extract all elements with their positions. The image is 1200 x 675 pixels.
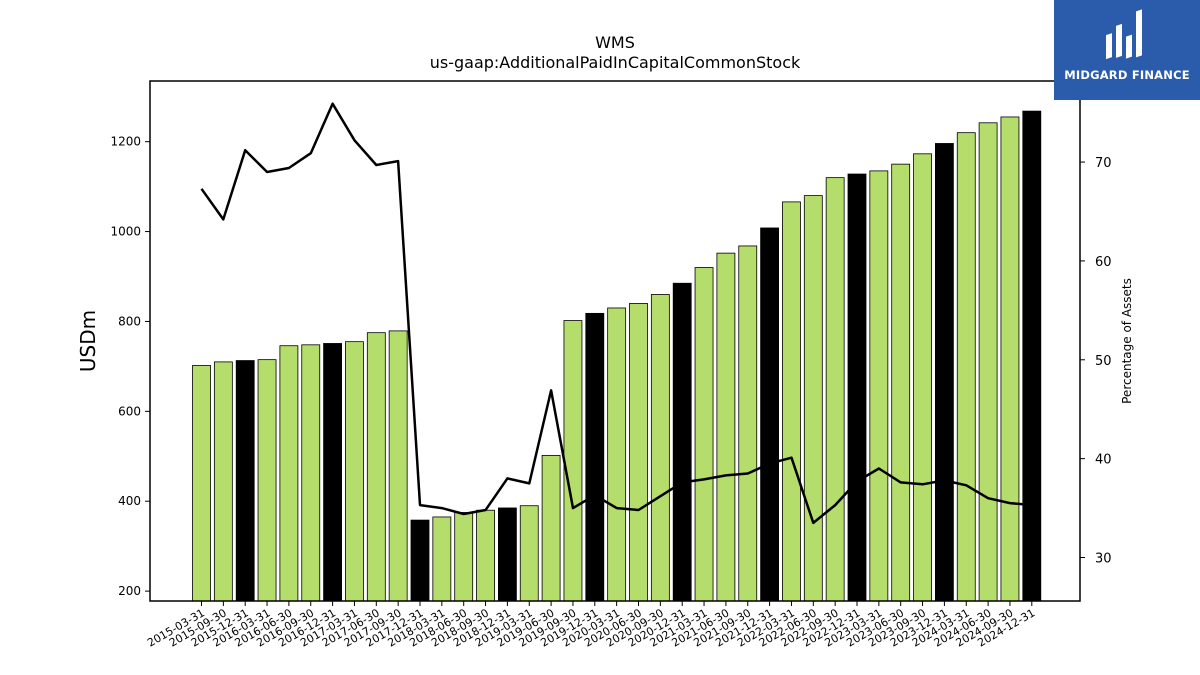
y-tick-label: 400 — [118, 494, 141, 508]
bar — [410, 519, 430, 602]
bar — [235, 360, 255, 602]
bar — [213, 361, 233, 602]
right-axis: 30 40 50 60 70 — [1080, 156, 1112, 567]
y-axis-label: USDm — [76, 310, 100, 372]
bar — [672, 282, 692, 602]
bar — [716, 252, 736, 602]
bar — [956, 132, 976, 602]
bar — [1000, 116, 1020, 602]
bar — [825, 177, 845, 602]
bar — [629, 303, 648, 602]
bar — [738, 245, 758, 602]
y-tick-label: 200 — [118, 584, 141, 598]
bar — [454, 512, 474, 602]
percentage-line — [200, 102, 1032, 525]
bar — [803, 195, 823, 602]
bar-series — [192, 110, 1042, 602]
bar — [913, 153, 932, 602]
bar — [869, 170, 889, 602]
bar — [301, 344, 321, 602]
bar — [935, 143, 954, 602]
y2-tick-label: 60 — [1095, 255, 1112, 270]
logo-mark-icon — [1106, 9, 1142, 60]
line-series — [200, 102, 1032, 525]
plot-frame — [149, 80, 1081, 602]
left-axis: 200 400 600 800 1000 1200 — [110, 135, 150, 598]
bar — [257, 359, 277, 602]
bar — [782, 201, 801, 602]
bar — [607, 307, 627, 602]
bar — [345, 341, 364, 602]
bar — [541, 454, 561, 602]
bar — [388, 330, 408, 602]
bar — [323, 343, 343, 602]
y2-tick-label: 70 — [1095, 156, 1112, 171]
bar — [891, 163, 911, 602]
bar — [476, 509, 495, 602]
bar — [1022, 110, 1042, 602]
bar — [847, 173, 867, 602]
brand-name: MIDGARD FINANCE — [1064, 68, 1190, 82]
chart-subtitle: us-gaap:AdditionalPaidInCapitalCommonSto… — [430, 53, 801, 72]
brand-logo: MIDGARD FINANCE — [1054, 0, 1200, 100]
chart-title: WMS — [595, 33, 635, 52]
bar — [563, 320, 583, 602]
y-tick-label: 1000 — [110, 225, 141, 239]
bar — [432, 516, 452, 602]
bar — [497, 507, 517, 602]
bar — [650, 294, 670, 602]
y2-axis-label: Percentage of Assets — [1120, 278, 1134, 404]
y-tick-label: 1200 — [110, 135, 141, 149]
y-tick-label: 600 — [118, 404, 141, 418]
bar — [694, 267, 714, 602]
bar — [192, 365, 211, 602]
bar — [279, 345, 299, 602]
y2-tick-label: 40 — [1095, 453, 1112, 468]
y-tick-label: 800 — [118, 314, 141, 328]
x-axis: 2015-03-312015-09-302015-12-312016-03-31… — [145, 601, 1037, 650]
bar — [760, 227, 779, 602]
bar — [366, 332, 386, 602]
bar — [519, 505, 539, 602]
y2-tick-label: 50 — [1095, 354, 1112, 369]
bar — [978, 122, 998, 602]
bar — [585, 312, 605, 602]
y2-tick-label: 30 — [1095, 552, 1112, 567]
